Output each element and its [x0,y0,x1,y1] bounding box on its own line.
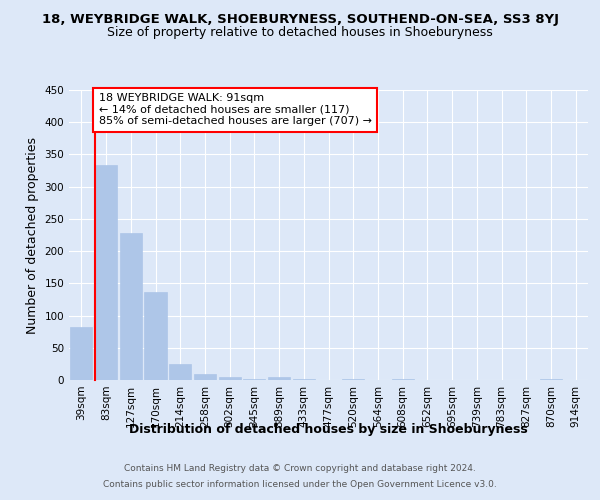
Text: Distribution of detached houses by size in Shoeburyness: Distribution of detached houses by size … [130,422,528,436]
Bar [194,374,216,380]
Bar [218,377,241,380]
Text: 18 WEYBRIDGE WALK: 91sqm
← 14% of detached houses are smaller (117)
85% of semi-: 18 WEYBRIDGE WALK: 91sqm ← 14% of detach… [98,93,371,126]
Bar [342,378,364,380]
Bar [268,378,290,380]
Text: Contains public sector information licensed under the Open Government Licence v3: Contains public sector information licen… [103,480,497,489]
Y-axis label: Number of detached properties: Number of detached properties [26,136,39,334]
Text: 18, WEYBRIDGE WALK, SHOEBURYNESS, SOUTHEND-ON-SEA, SS3 8YJ: 18, WEYBRIDGE WALK, SHOEBURYNESS, SOUTHE… [41,12,559,26]
Bar [95,166,117,380]
Bar [119,233,142,380]
Bar [70,326,92,380]
Text: Size of property relative to detached houses in Shoeburyness: Size of property relative to detached ho… [107,26,493,39]
Bar [169,364,191,380]
Text: Contains HM Land Registry data © Crown copyright and database right 2024.: Contains HM Land Registry data © Crown c… [124,464,476,473]
Bar [145,292,167,380]
